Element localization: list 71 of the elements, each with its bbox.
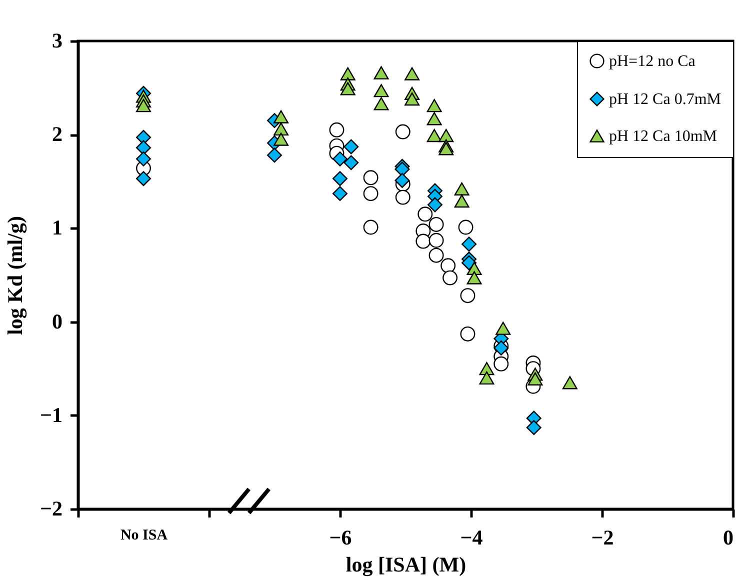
legend-label: pH 12 Ca 0.7mM: [609, 91, 721, 108]
point: [363, 170, 378, 186]
point: [274, 110, 289, 124]
point: [416, 234, 431, 249]
y-axis-title: log Kd (ml/g): [3, 216, 28, 335]
point: [374, 97, 389, 110]
point: [136, 140, 151, 156]
x-tick-label: −4: [460, 526, 484, 550]
point: [274, 132, 289, 146]
point: [428, 216, 444, 232]
point: [426, 112, 442, 126]
point: [428, 232, 444, 248]
point: [438, 142, 454, 156]
x-tick-label: 0: [723, 526, 734, 550]
legend-label: pH 12 Ca 10mM: [609, 128, 717, 145]
point: [426, 99, 442, 112]
point: [344, 139, 359, 154]
point: [394, 172, 410, 188]
x-tick-label: No ISA: [120, 528, 168, 544]
point: [440, 258, 456, 274]
point: [340, 67, 356, 80]
point: [528, 372, 543, 386]
point: [395, 190, 410, 205]
point: [394, 162, 410, 177]
point: [374, 66, 389, 80]
point: [562, 376, 578, 390]
point: [442, 270, 458, 286]
point: [274, 122, 289, 136]
y-tick-label: −1: [40, 402, 62, 427]
y-tick-label: 2: [52, 122, 62, 146]
point: [427, 197, 442, 212]
point: [460, 288, 476, 304]
point: [267, 148, 282, 163]
y-tick-label: 3: [52, 28, 62, 52]
point: [344, 155, 359, 170]
point: [332, 171, 348, 186]
point: [332, 186, 348, 202]
point: [458, 220, 474, 235]
point: [479, 371, 494, 385]
point: [526, 420, 542, 436]
point: [404, 92, 420, 106]
point: [494, 356, 509, 372]
point: [460, 326, 476, 342]
point: [496, 322, 511, 335]
point: [374, 84, 389, 98]
point: [462, 236, 477, 252]
y-tick-label: 0: [52, 309, 62, 334]
y-tick-label: 1: [52, 216, 62, 240]
y-tick-label: −2: [40, 496, 62, 520]
point: [428, 248, 444, 263]
point: [454, 182, 470, 196]
point: [404, 67, 420, 80]
point: [466, 271, 482, 284]
legend-label: pH=12 no Ca: [609, 53, 696, 70]
point: [136, 151, 151, 166]
point: [363, 220, 378, 235]
x-tick-label: −6: [329, 526, 352, 550]
point: [479, 362, 494, 376]
point: [363, 186, 378, 202]
point: [426, 128, 442, 142]
point: [438, 128, 454, 142]
point: [332, 151, 348, 166]
x-axis-title: log [ISA] (M): [346, 552, 466, 576]
point: [329, 122, 344, 138]
point: [136, 171, 151, 186]
point: [136, 99, 151, 112]
point: [340, 82, 356, 96]
point: [418, 206, 433, 222]
point: [454, 194, 470, 208]
point: [395, 124, 410, 140]
x-tick-label: −2: [591, 526, 614, 550]
